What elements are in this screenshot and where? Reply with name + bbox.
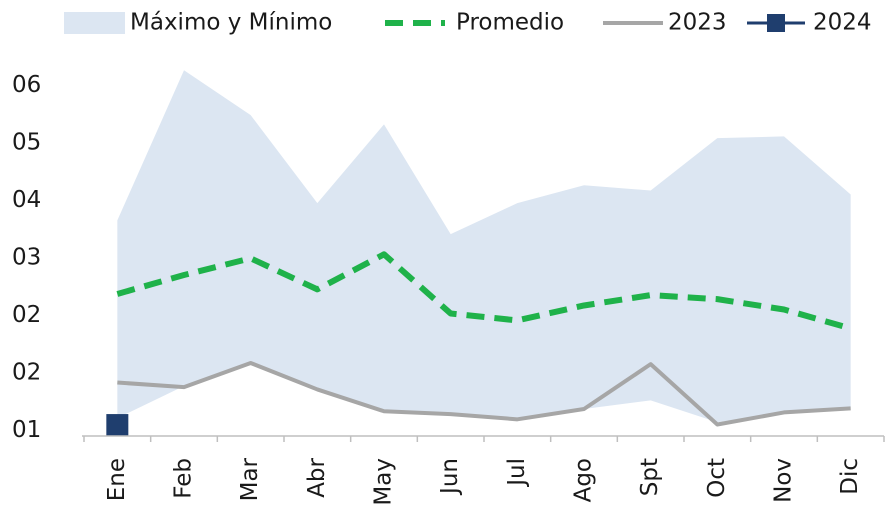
legend-label: Máximo y Mínimo [130,10,332,36]
y-tick-label: 02 [12,359,41,385]
x-tick-label: May [371,458,397,506]
x-tick-label: Oct [704,458,730,498]
x-tick-label: Abr [304,457,330,497]
y-tick-label: 06 [12,72,41,98]
line [117,360,851,427]
legend-label: 2023 [668,10,727,36]
x-tick-label: Nov [771,458,797,503]
average-line [116,251,852,332]
legend-swatch [64,12,125,34]
y-tick-label: 02 [12,302,41,328]
x-tick-label: Spt [637,458,663,496]
marker [106,414,129,437]
legend-label: Promedio [456,10,564,36]
range-area [117,70,851,423]
x-tick-label: Mar [237,457,263,501]
x-tick-label: Ene [104,458,130,501]
x-tick-label: Feb [171,458,197,499]
x-tick-label: Jul [504,458,530,488]
x-tick-label: Jun [437,458,463,496]
legend-swatch [767,14,785,32]
y-tick-label: 04 [12,187,41,213]
y-tick-label: 01 [12,417,41,443]
legend-label: 2024 [813,10,872,36]
x-tick-label: Ago [571,458,597,502]
y-tick-label: 05 [12,129,41,155]
y-tick-label: 03 [12,244,41,270]
x-tick-label: Dic [837,458,863,495]
